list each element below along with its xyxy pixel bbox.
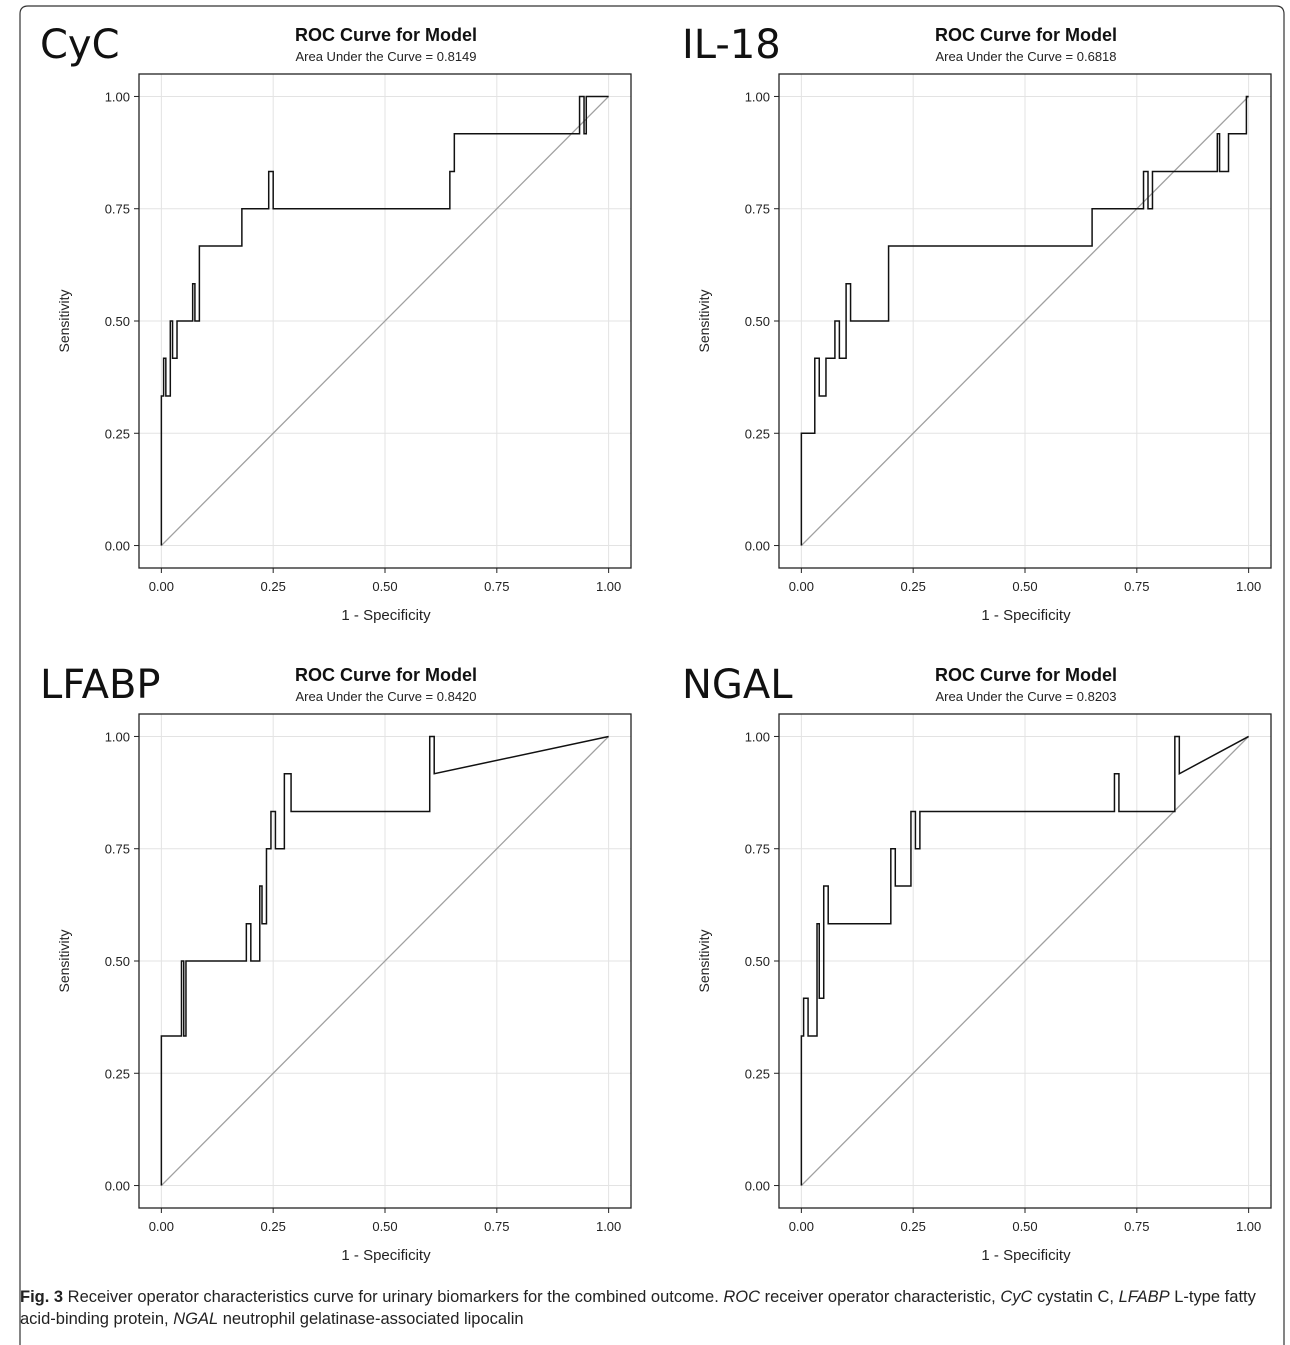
- panel-label-il18: IL-18: [682, 22, 781, 68]
- x-tick-label: 0.25: [261, 1219, 286, 1234]
- caption-def-roc: receiver operator characteristic,: [760, 1288, 1001, 1306]
- x-tick-label: 0.25: [901, 1219, 926, 1234]
- figure-caption: Fig. 3 Receiver operator characteristics…: [20, 1286, 1275, 1330]
- y-tick-label: 0.75: [105, 842, 130, 857]
- x-tick-label: 0.75: [484, 579, 509, 594]
- caption-abbr-roc: ROC: [723, 1288, 761, 1306]
- x-tick-label: 0.50: [1012, 1219, 1037, 1234]
- chart-subtitle: Area Under the Curve = 0.8149: [295, 49, 476, 64]
- caption-def-cyc: cystatin C,: [1032, 1288, 1119, 1306]
- chart-title: ROC Curve for Model: [935, 25, 1117, 45]
- y-tick-label: 0.50: [745, 314, 770, 329]
- caption-abbr-cyc: CyC: [1000, 1288, 1033, 1306]
- reference-diagonal-line: [160, 95, 610, 547]
- chart-subtitle: Area Under the Curve = 0.8420: [295, 689, 476, 704]
- y-tick-label: 0.50: [745, 954, 770, 969]
- x-axis-label: 1 - Specificity: [981, 607, 1071, 624]
- chart-cyc: ROC Curve for Model Area Under the Curve …: [56, 25, 632, 624]
- x-tick-label: 0.50: [372, 1219, 397, 1234]
- panel-label-ngal: NGAL: [682, 662, 793, 708]
- y-tick-label: 0.75: [745, 842, 770, 857]
- panel-label-lfabp: LFABP: [40, 662, 161, 708]
- caption-abbr-lfabp: LFABP: [1118, 1288, 1170, 1306]
- roc-curve-line: [160, 95, 609, 546]
- roc-curve-line: [800, 95, 1249, 546]
- x-axis-label: 1 - Specificity: [341, 1247, 431, 1264]
- panel-label-cyc: CyC: [40, 22, 120, 68]
- caption-def-lfabp: L-type fatty acid-binding protein,: [20, 1288, 1256, 1328]
- caption-text: Receiver operator characteristics curve …: [63, 1288, 724, 1306]
- x-axis-label: 1 - Specificity: [341, 607, 431, 624]
- y-tick-label: 0.00: [105, 539, 130, 554]
- y-tick-label: 1.00: [745, 729, 770, 744]
- chart-title: ROC Curve for Model: [295, 665, 477, 685]
- chart-ngal: ROC Curve for Model Area Under the Curve …: [696, 665, 1272, 1264]
- caption-abbr-ngal: NGAL: [173, 1310, 219, 1328]
- y-tick-label: 0.25: [745, 1066, 770, 1081]
- y-tick-label: 0.50: [105, 314, 130, 329]
- x-tick-label: 0.00: [149, 1219, 174, 1234]
- x-tick-label: 0.50: [372, 579, 397, 594]
- y-tick-label: 0.00: [745, 1179, 770, 1194]
- y-tick-label: 1.00: [105, 729, 130, 744]
- x-tick-label: 1.00: [596, 1219, 621, 1234]
- x-tick-label: 1.00: [1236, 1219, 1261, 1234]
- y-axis-label: Sensitivity: [56, 929, 72, 992]
- x-tick-label: 0.00: [149, 579, 174, 594]
- y-tick-label: 0.75: [745, 202, 770, 217]
- x-tick-label: 0.75: [1124, 579, 1149, 594]
- y-tick-label: 0.50: [105, 954, 130, 969]
- roc-curve-line: [800, 735, 1249, 1186]
- y-tick-label: 0.00: [745, 539, 770, 554]
- x-tick-label: 0.75: [1124, 1219, 1149, 1234]
- x-tick-label: 1.00: [1236, 579, 1261, 594]
- chart-title: ROC Curve for Model: [935, 665, 1117, 685]
- chart-title: ROC Curve for Model: [295, 25, 477, 45]
- y-tick-label: 0.25: [105, 1066, 130, 1081]
- x-tick-label: 0.00: [789, 579, 814, 594]
- y-axis-label: Sensitivity: [56, 289, 72, 352]
- x-tick-label: 0.00: [789, 1219, 814, 1234]
- y-tick-label: 0.25: [105, 426, 130, 441]
- x-tick-label: 0.25: [261, 579, 286, 594]
- x-axis-label: 1 - Specificity: [981, 1247, 1071, 1264]
- y-tick-label: 0.00: [105, 1179, 130, 1194]
- caption-def-ngal: neutrophil gelatinase-associated lipocal…: [218, 1310, 524, 1328]
- y-tick-label: 0.75: [105, 202, 130, 217]
- y-tick-label: 0.25: [745, 426, 770, 441]
- chart-lfabp: ROC Curve for Model Area Under the Curve …: [56, 665, 632, 1264]
- roc-curve-line: [160, 735, 609, 1186]
- y-axis-label: Sensitivity: [696, 929, 712, 992]
- chart-il18: ROC Curve for Model Area Under the Curve …: [696, 25, 1272, 624]
- chart-subtitle: Area Under the Curve = 0.8203: [935, 689, 1116, 704]
- chart-subtitle: Area Under the Curve = 0.6818: [935, 49, 1116, 64]
- y-axis-label: Sensitivity: [696, 289, 712, 352]
- x-tick-label: 0.50: [1012, 579, 1037, 594]
- y-tick-label: 1.00: [105, 89, 130, 104]
- y-tick-label: 1.00: [745, 89, 770, 104]
- reference-diagonal-line: [160, 735, 610, 1187]
- x-tick-label: 0.25: [901, 579, 926, 594]
- x-tick-label: 0.75: [484, 1219, 509, 1234]
- x-tick-label: 1.00: [596, 579, 621, 594]
- caption-fig-label: Fig. 3: [20, 1288, 64, 1306]
